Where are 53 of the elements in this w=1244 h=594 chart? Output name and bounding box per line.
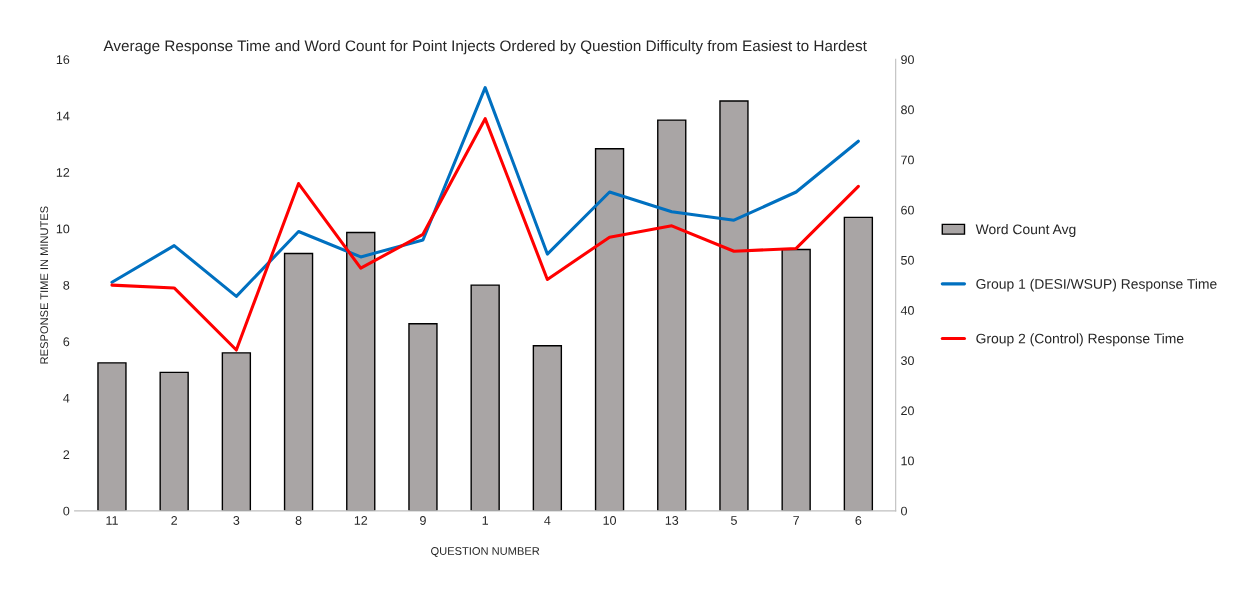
- x-tick-label: 7: [793, 516, 800, 525]
- x-tick-label: 3: [233, 516, 240, 525]
- y-axis-title: RESPONSE TIME IN MINUTES: [40, 206, 49, 364]
- y-tick-label: 2: [63, 450, 70, 459]
- y-tick-label: 6: [63, 337, 70, 347]
- x-tick-label: 11: [106, 516, 118, 525]
- x-tick-label: 6: [855, 516, 862, 525]
- y-tick-label: 4: [63, 393, 70, 403]
- y-tick-label: 12: [56, 168, 70, 177]
- y2-tick-label: 0: [901, 506, 907, 516]
- y2-tick-label: 20: [901, 406, 914, 416]
- y-tick-label: 16: [56, 55, 70, 65]
- x-tick-label: 13: [665, 516, 679, 525]
- x-tick-label: 10: [603, 516, 617, 525]
- x-tick-label: 1: [482, 516, 489, 525]
- x-tick-label: 2: [171, 516, 178, 525]
- line-series: [110, 117, 860, 352]
- bar: [221, 352, 252, 511]
- y2-tick-label: 60: [901, 205, 914, 215]
- x-axis-title: QUESTION NUMBER: [431, 547, 540, 557]
- bar: [594, 147, 625, 511]
- y2-tick-label: 40: [900, 306, 914, 315]
- x-tick-label: 5: [730, 516, 737, 525]
- x-tick-label: 12: [354, 516, 368, 525]
- y2-tick-label: 70: [901, 155, 914, 165]
- y2-tick-label: 50: [901, 255, 914, 265]
- y-tick-label: 14: [56, 111, 70, 121]
- x-tick-label: 8: [295, 516, 302, 525]
- bar: [657, 119, 687, 511]
- legend-label: Word Count Avg: [975, 224, 1076, 237]
- y2-tick-label: 90: [901, 55, 914, 65]
- y2-tick-label: 10: [901, 456, 914, 466]
- legend-label: Group 2 (Control) Response Time: [976, 333, 1184, 347]
- line-series: [110, 86, 860, 298]
- y2-tick-label: 30: [901, 356, 914, 366]
- y2-tick-label: 80: [901, 105, 914, 115]
- bar: [283, 252, 314, 511]
- bar: [470, 284, 500, 511]
- bar: [843, 216, 874, 511]
- bar: [719, 100, 749, 511]
- bar: [781, 248, 811, 511]
- legend-label: Group 1 (DESI/WSUP) Response Time: [976, 278, 1217, 292]
- chart-title: Average Response Time and Word Count for Point Injects Ordered by Question Difficulty from Easiest to Hardest: [103, 40, 867, 55]
- bar: [159, 371, 189, 511]
- y-tick-label: 0: [63, 506, 70, 516]
- x-tick-label: 4: [544, 516, 551, 525]
- bar: [532, 345, 563, 511]
- bar: [346, 231, 376, 511]
- y-tick-label: 10: [56, 224, 70, 234]
- x-tick-label: 9: [420, 516, 426, 525]
- bar: [97, 362, 127, 511]
- bar: [408, 323, 438, 511]
- y-tick-label: 8: [63, 280, 70, 290]
